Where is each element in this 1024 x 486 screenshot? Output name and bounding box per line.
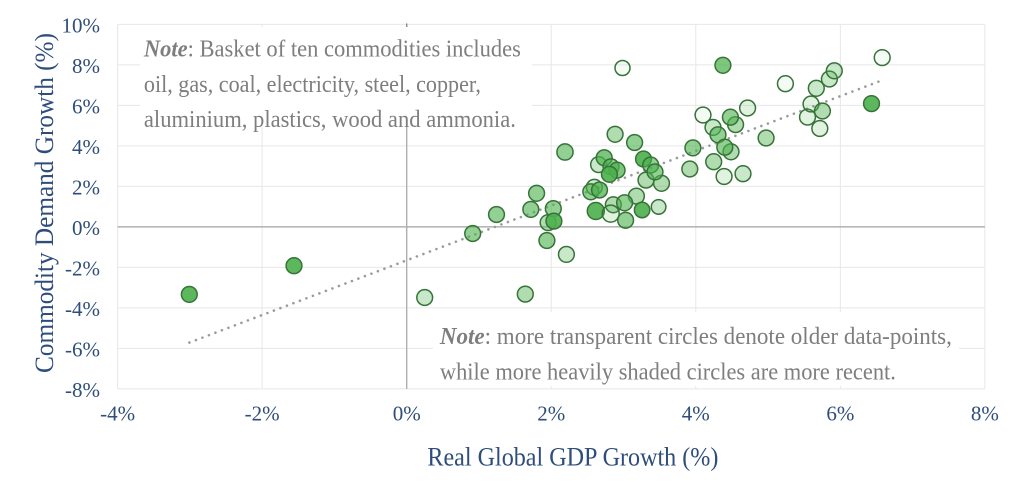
svg-text:-2%: -2%: [245, 402, 280, 426]
svg-text:-4%: -4%: [100, 402, 135, 426]
svg-text:-4%: -4%: [65, 297, 100, 321]
svg-text:2%: 2%: [72, 175, 100, 199]
svg-text:Note: more transparent circles: Note: more transparent circles denote ol…: [439, 324, 952, 350]
svg-text:-6%: -6%: [65, 337, 100, 361]
svg-text:Real Global GDP Growth (%): Real Global GDP Growth (%): [427, 443, 718, 472]
svg-text:-2%: -2%: [65, 256, 100, 280]
svg-text:oil, gas, coal, electricity, s: oil, gas, coal, electricity, steel, copp…: [144, 72, 481, 98]
svg-text:2%: 2%: [537, 402, 565, 426]
svg-text:6%: 6%: [826, 402, 854, 426]
svg-text:10%: 10%: [62, 13, 101, 37]
svg-text:while more heavily shaded circ: while more heavily shaded circles are mo…: [440, 360, 896, 386]
svg-text:aluminium, plastics, wood and: aluminium, plastics, wood and ammonia.: [144, 107, 516, 133]
svg-text:Note: Basket of ten commoditie: Note: Basket of ten commodities includes: [143, 37, 521, 63]
svg-text:Commodity Demand Growth (%): Commodity Demand Growth (%): [30, 33, 59, 373]
svg-text:0%: 0%: [72, 216, 100, 240]
svg-text:6%: 6%: [72, 94, 100, 118]
svg-text:8%: 8%: [72, 54, 100, 78]
svg-text:4%: 4%: [682, 402, 710, 426]
svg-text:4%: 4%: [72, 135, 100, 159]
svg-text:0%: 0%: [393, 402, 421, 426]
svg-text:-8%: -8%: [65, 378, 100, 402]
svg-text:8%: 8%: [971, 402, 999, 426]
